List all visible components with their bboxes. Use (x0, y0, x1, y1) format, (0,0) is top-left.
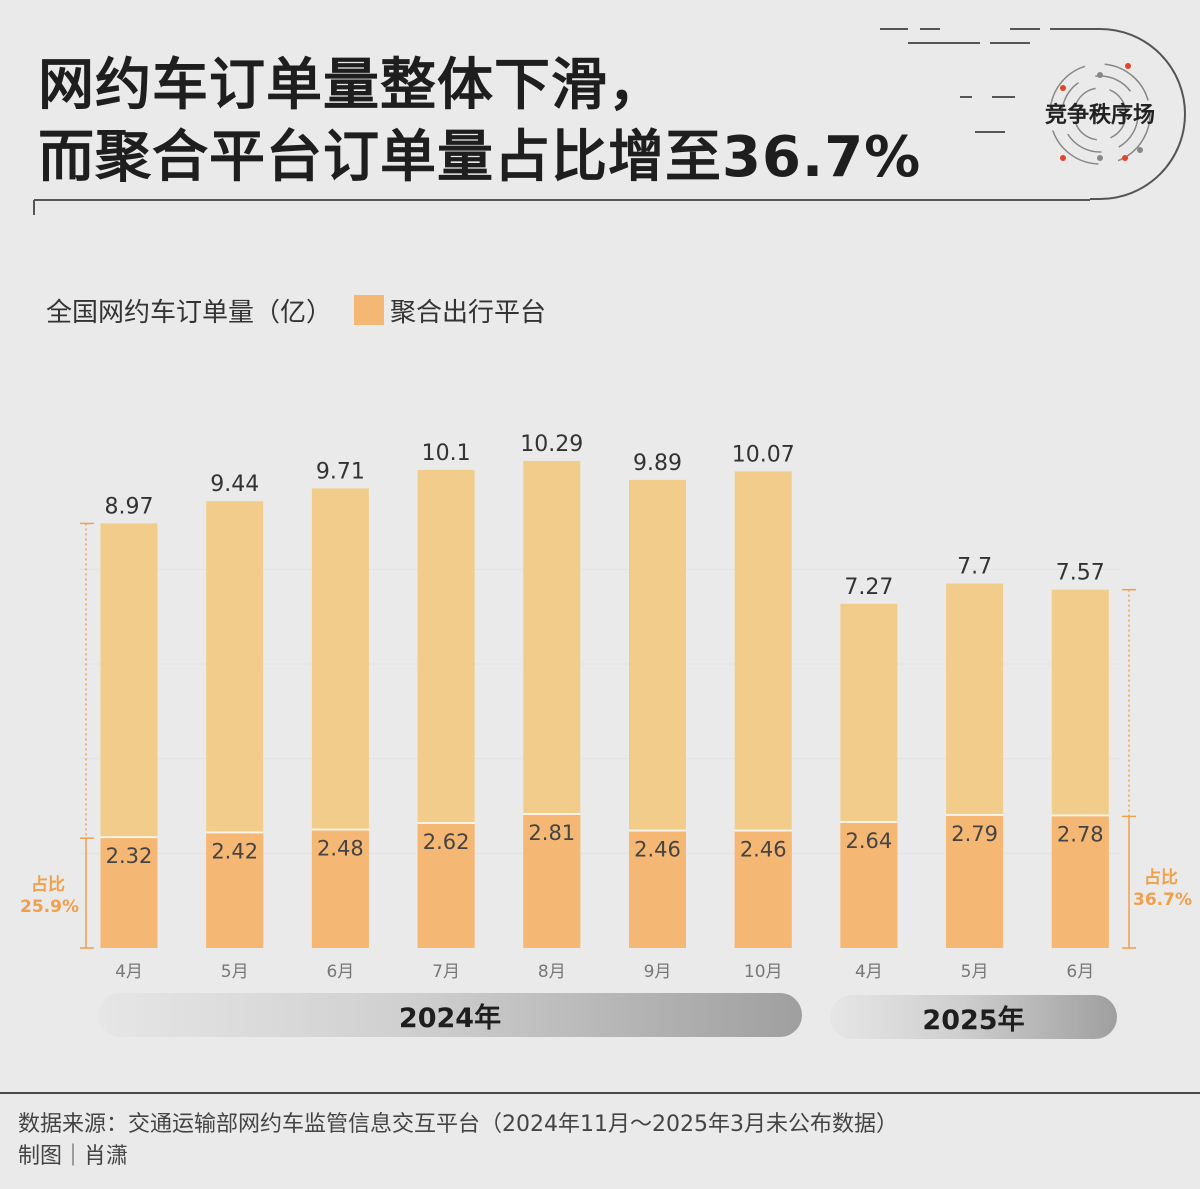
bar-aggregator (629, 831, 686, 948)
data-label-total: 10.1 (422, 441, 471, 466)
data-label-aggregator: 2.32 (106, 844, 153, 868)
ratio-annotation-left: 占比 25.9% (20, 874, 79, 918)
data-label-aggregator: 2.81 (528, 821, 575, 845)
x-tick-label: 4月 (115, 962, 143, 982)
header-decoration: 竞争秩序场 (33, 28, 1186, 215)
ratio-right-value: 36.7% (1133, 890, 1192, 910)
bar-aggregator (840, 823, 898, 948)
bar-aggregator (523, 814, 581, 948)
x-tick-label: 6月 (1066, 962, 1094, 982)
legend-swatch-aggregator (354, 295, 385, 325)
logo-text: 竞争秩序场 (1045, 102, 1155, 128)
ratio-right-label: 占比 (1144, 868, 1178, 888)
bar-aggregator (1051, 816, 1109, 948)
bar-divider (629, 829, 686, 832)
ratio-left-value: 25.9% (20, 897, 79, 917)
bar-aggregator (100, 838, 158, 948)
legend: 全国网约车订单量（亿） 聚合出行平台 (46, 290, 546, 330)
x-tick-label: 6月 (326, 962, 354, 982)
data-label-total: 9.44 (210, 472, 259, 497)
group-label-2025: 2025年 (830, 995, 1117, 1039)
x-tick-label: 5月 (221, 962, 249, 982)
data-label-total: 7.57 (1056, 561, 1105, 586)
x-tick-label: 7月 (432, 962, 460, 982)
data-label-aggregator: 2.46 (740, 838, 787, 862)
bar-divider (840, 821, 898, 824)
bar-aggregator (417, 823, 475, 948)
ratio-left-label: 占比 (31, 875, 65, 895)
x-tick-label: 4月 (855, 962, 883, 982)
data-label-total: 8.97 (105, 494, 154, 519)
bar-divider (100, 836, 158, 839)
data-label-total: 10.07 (732, 442, 795, 467)
bar-aggregator (311, 830, 369, 948)
data-label-total: 9.71 (316, 459, 365, 484)
bar-divider (734, 829, 792, 832)
group-label-2024: 2024年 (98, 993, 802, 1037)
bar-divider (206, 831, 264, 834)
data-label-aggregator: 2.64 (846, 829, 893, 853)
bar-divider (417, 821, 475, 824)
bar-divider (946, 813, 1004, 816)
x-tick-label: 8月 (538, 962, 566, 982)
data-label-aggregator: 2.42 (211, 839, 258, 863)
bar-divider (1051, 814, 1109, 817)
bar-aggregator (946, 815, 1004, 948)
bar-divider (523, 812, 581, 815)
data-label-total: 7.7 (957, 555, 992, 580)
data-label-aggregator: 2.79 (951, 822, 998, 846)
legend-aggregator: 聚合出行平台 (390, 297, 547, 328)
chart-credit: 制图｜肖潇 (18, 1144, 129, 1169)
x-tick-label: 5月 (961, 962, 989, 982)
x-tick-label: 10月 (744, 962, 783, 982)
data-source: 数据来源：交通运输部网约车监管信息交互平台（2024年11月～2025年3月未公… (18, 1112, 898, 1137)
bar-divider (311, 828, 369, 831)
data-label-total: 9.89 (633, 451, 682, 476)
legend-total: 全国网约车订单量（亿） (46, 297, 333, 328)
bar-aggregator (734, 831, 792, 948)
footer-divider (0, 1092, 1200, 1094)
data-label-aggregator: 2.78 (1057, 822, 1104, 846)
bar-aggregator (206, 833, 264, 948)
data-label-total: 7.27 (844, 575, 893, 600)
data-label-aggregator: 2.46 (634, 838, 681, 862)
data-label-aggregator: 2.62 (423, 830, 470, 854)
chart-title-line-1: 网约车订单量整体下滑， (38, 53, 665, 118)
ratio-annotation-right: 占比 36.7% (1133, 867, 1192, 911)
data-label-total: 10.29 (520, 432, 583, 457)
data-label-aggregator: 2.48 (317, 837, 364, 861)
chart-title-line-2: 而聚合平台订单量占比增至36.7% (38, 125, 922, 190)
x-tick-label: 9月 (644, 962, 672, 982)
